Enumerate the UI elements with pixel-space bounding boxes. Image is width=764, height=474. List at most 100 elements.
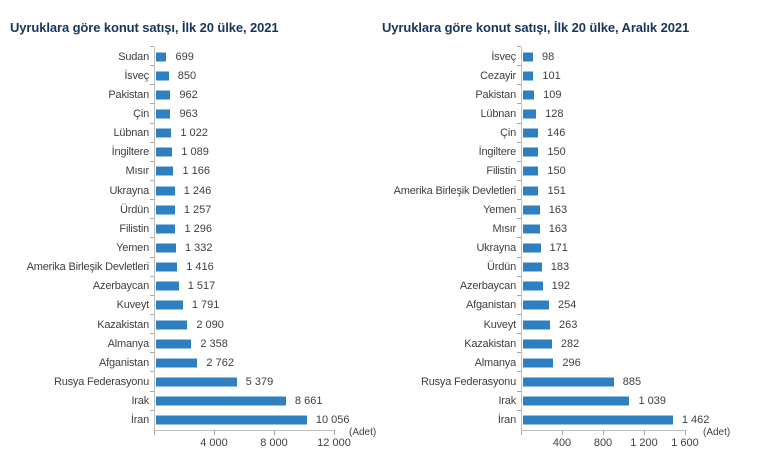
bar [523, 90, 535, 100]
category-label: Kazakistan [464, 337, 516, 350]
bar-row: Sudan 699 [6, 45, 335, 67]
bar-row: Mısır 1 166 [6, 160, 335, 181]
value-label: 1 022 [180, 127, 208, 140]
value-label: 850 [177, 69, 197, 82]
bar [156, 109, 171, 119]
bar-row: İran 10 056 [6, 409, 349, 430]
x-axis-tick-label: 1 600 [671, 437, 699, 449]
bar-track: 1 791 [150, 294, 335, 315]
category-label: Azerbaycan [459, 280, 516, 293]
value-label: 1 039 [638, 395, 667, 408]
bar-row: İngiltere 150 [381, 141, 686, 162]
bar-row: Filistin 1 296 [6, 218, 335, 239]
value-label: 101 [542, 69, 561, 82]
bar-row: Rusya Federasyonu 885 [381, 371, 686, 392]
category-label: Yemen [483, 203, 516, 216]
bar-row: Amerika Birleşik Devletleri 151 [381, 179, 686, 201]
bar-track: 1 039 [517, 390, 686, 411]
bar [523, 320, 550, 330]
value-label: 263 [558, 318, 578, 331]
x-axis-tick-label: 400 [552, 437, 572, 449]
value-label: 282 [560, 337, 580, 350]
value-label: 150 [547, 165, 566, 178]
bar-row: İsveç 98 [381, 45, 686, 67]
bar-row: Çin 963 [6, 103, 335, 124]
bar-row: Pakistan 109 [381, 84, 686, 105]
value-label: 962 [179, 88, 198, 101]
category-label: Filistin [486, 165, 516, 178]
x-axis-tick-label: 12 000 [317, 437, 351, 449]
bar-track: 2 090 [150, 313, 335, 335]
bar-row: Irak 8 661 [6, 390, 335, 411]
category-label: İngiltere [111, 146, 150, 159]
bar-track: 151 [517, 179, 686, 201]
bar [523, 205, 540, 215]
bar-row: İngiltere 1 089 [6, 141, 335, 162]
bar-row: Kazakistan 2 090 [6, 313, 335, 335]
x-axis-tick [214, 430, 215, 435]
category-label: Almanya [107, 337, 150, 350]
bar-track: 5 379 [150, 371, 335, 392]
category-label: Lübnan [480, 107, 516, 120]
bar-track: 163 [517, 199, 686, 220]
bar-row: Afganistan 2 762 [6, 352, 335, 373]
bar-row: Kazakistan 282 [381, 333, 686, 354]
value-label: 1 166 [182, 165, 211, 178]
bar-row: Kuveyt 263 [381, 313, 686, 335]
bar-track: 254 [517, 294, 686, 315]
bar-track: 1 332 [150, 237, 335, 258]
category-label: Yemen [116, 241, 149, 254]
value-label: 963 [179, 107, 198, 120]
bar [156, 224, 176, 234]
bar [156, 147, 173, 157]
bar-row: Lübnan 128 [381, 103, 686, 124]
bar [156, 320, 188, 330]
value-label: 151 [547, 184, 566, 197]
bar-track: 1 089 [150, 141, 335, 162]
category-label: Ürdün [120, 203, 149, 216]
x-axis-tick [154, 430, 155, 435]
bar-track: 109 [517, 84, 686, 105]
x-axis-december: 400 800 1 200 1 600 [521, 430, 699, 449]
bar-track: 2 762 [150, 352, 335, 373]
axis-unit-label: (Adet) [703, 427, 731, 438]
bar [156, 205, 175, 215]
bar [156, 186, 175, 196]
bar-track: 699 [150, 45, 335, 67]
bar [156, 415, 307, 425]
bar [156, 358, 198, 368]
category-label: Pakistan [475, 88, 516, 101]
category-label: Ukrayna [476, 241, 516, 254]
bar-track: 885 [517, 371, 686, 392]
x-axis-annual: 4 000 8 000 12 000 [154, 430, 351, 449]
category-label: Afganistan [466, 299, 516, 312]
bar-row: Ürdün 183 [381, 256, 686, 277]
bar-track: 962 [150, 84, 335, 105]
bar [156, 52, 167, 62]
bar [523, 109, 537, 119]
x-axis-tick-label: 1 200 [630, 437, 658, 449]
bar [523, 128, 538, 138]
category-label: İran [130, 414, 149, 427]
bar [523, 71, 534, 81]
category-label: İran [497, 414, 516, 427]
bar-track: 192 [517, 275, 686, 296]
bar-row: Cezayir 101 [381, 65, 686, 86]
bar-track: 150 [517, 141, 686, 162]
value-label: 2 358 [200, 337, 228, 350]
bar-track: 171 [517, 237, 686, 258]
bar-rows-december: İsveç 98 Cezayir 101 Pakistan 109 Lübnan 128 Çin… [381, 45, 709, 430]
bar-row: Pakistan 962 [6, 84, 335, 105]
bar [156, 166, 174, 176]
category-label: Mısır [492, 222, 517, 235]
value-label: 10 056 [315, 414, 350, 427]
category-label: Almanya [474, 356, 517, 369]
bar-track: 1 022 [150, 122, 335, 143]
value-label: 885 [622, 375, 642, 388]
bar-row: Irak 1 039 [381, 390, 686, 411]
value-label: 5 379 [245, 375, 274, 388]
category-label: Filistin [119, 222, 149, 235]
category-label: Irak [131, 395, 149, 408]
category-label: Amerika Birleşik Devletleri [393, 184, 517, 197]
bar-track: 1 296 [150, 218, 335, 239]
